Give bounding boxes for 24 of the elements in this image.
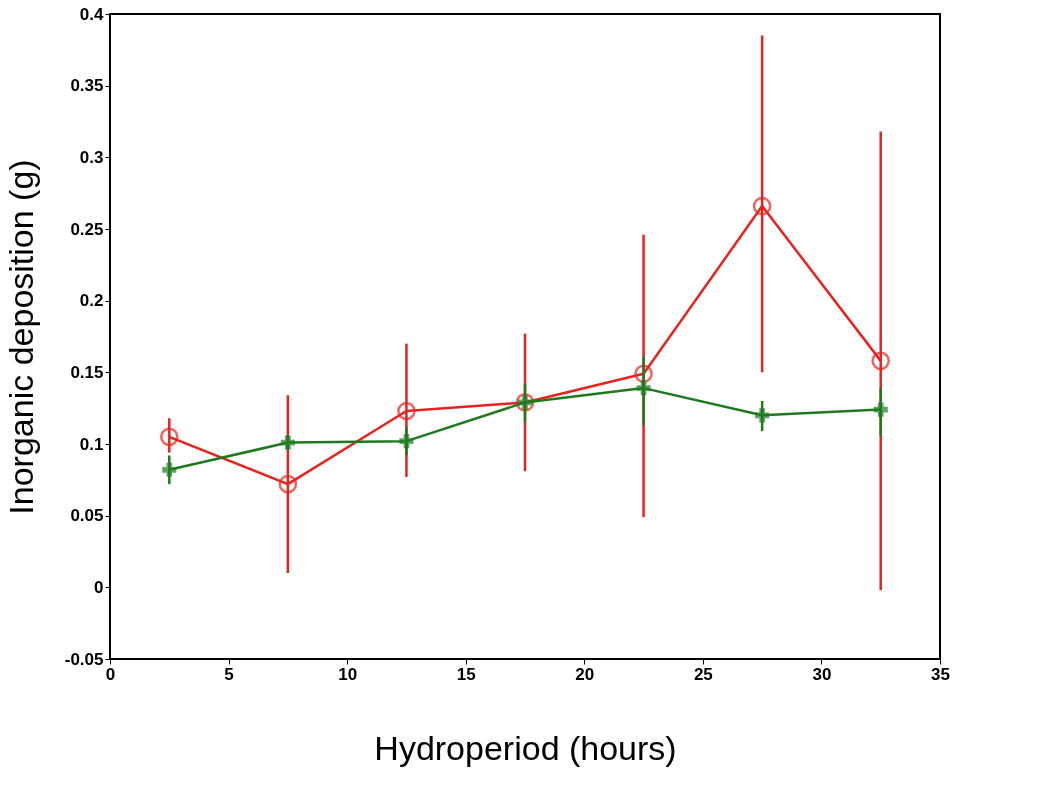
point xyxy=(397,401,416,421)
y-tick-label: 0.15 xyxy=(70,362,104,382)
x-tick-label: 5 xyxy=(224,664,234,684)
y-tick-label: -0.05 xyxy=(64,649,104,669)
x-tick-label: 20 xyxy=(575,664,595,684)
point xyxy=(278,474,298,494)
x-tick-label: 30 xyxy=(812,664,832,684)
y-tick-label: 0.1 xyxy=(79,434,104,454)
point xyxy=(752,196,772,216)
y-tick-label: 0 xyxy=(94,577,104,597)
y-tick-label: 0.4 xyxy=(79,4,105,24)
y-axis-title: Inorganic deposition (g) xyxy=(1,159,40,515)
y-tick-label: 0.25 xyxy=(70,219,104,239)
y-tick-label: 0.2 xyxy=(79,291,104,311)
point xyxy=(159,427,179,447)
x-tick-label: 15 xyxy=(456,664,476,684)
x-axis-title: Hydroperiod (hours) xyxy=(374,728,677,767)
point xyxy=(871,351,891,371)
y-tick-label: 0.05 xyxy=(70,506,104,526)
y-tick-label: 0.3 xyxy=(79,147,104,167)
x-tick-label: 25 xyxy=(693,664,713,684)
x-tick-label: 35 xyxy=(931,664,950,684)
y-tick-label: 0.35 xyxy=(70,76,104,96)
x-tick-label: 10 xyxy=(338,664,358,684)
